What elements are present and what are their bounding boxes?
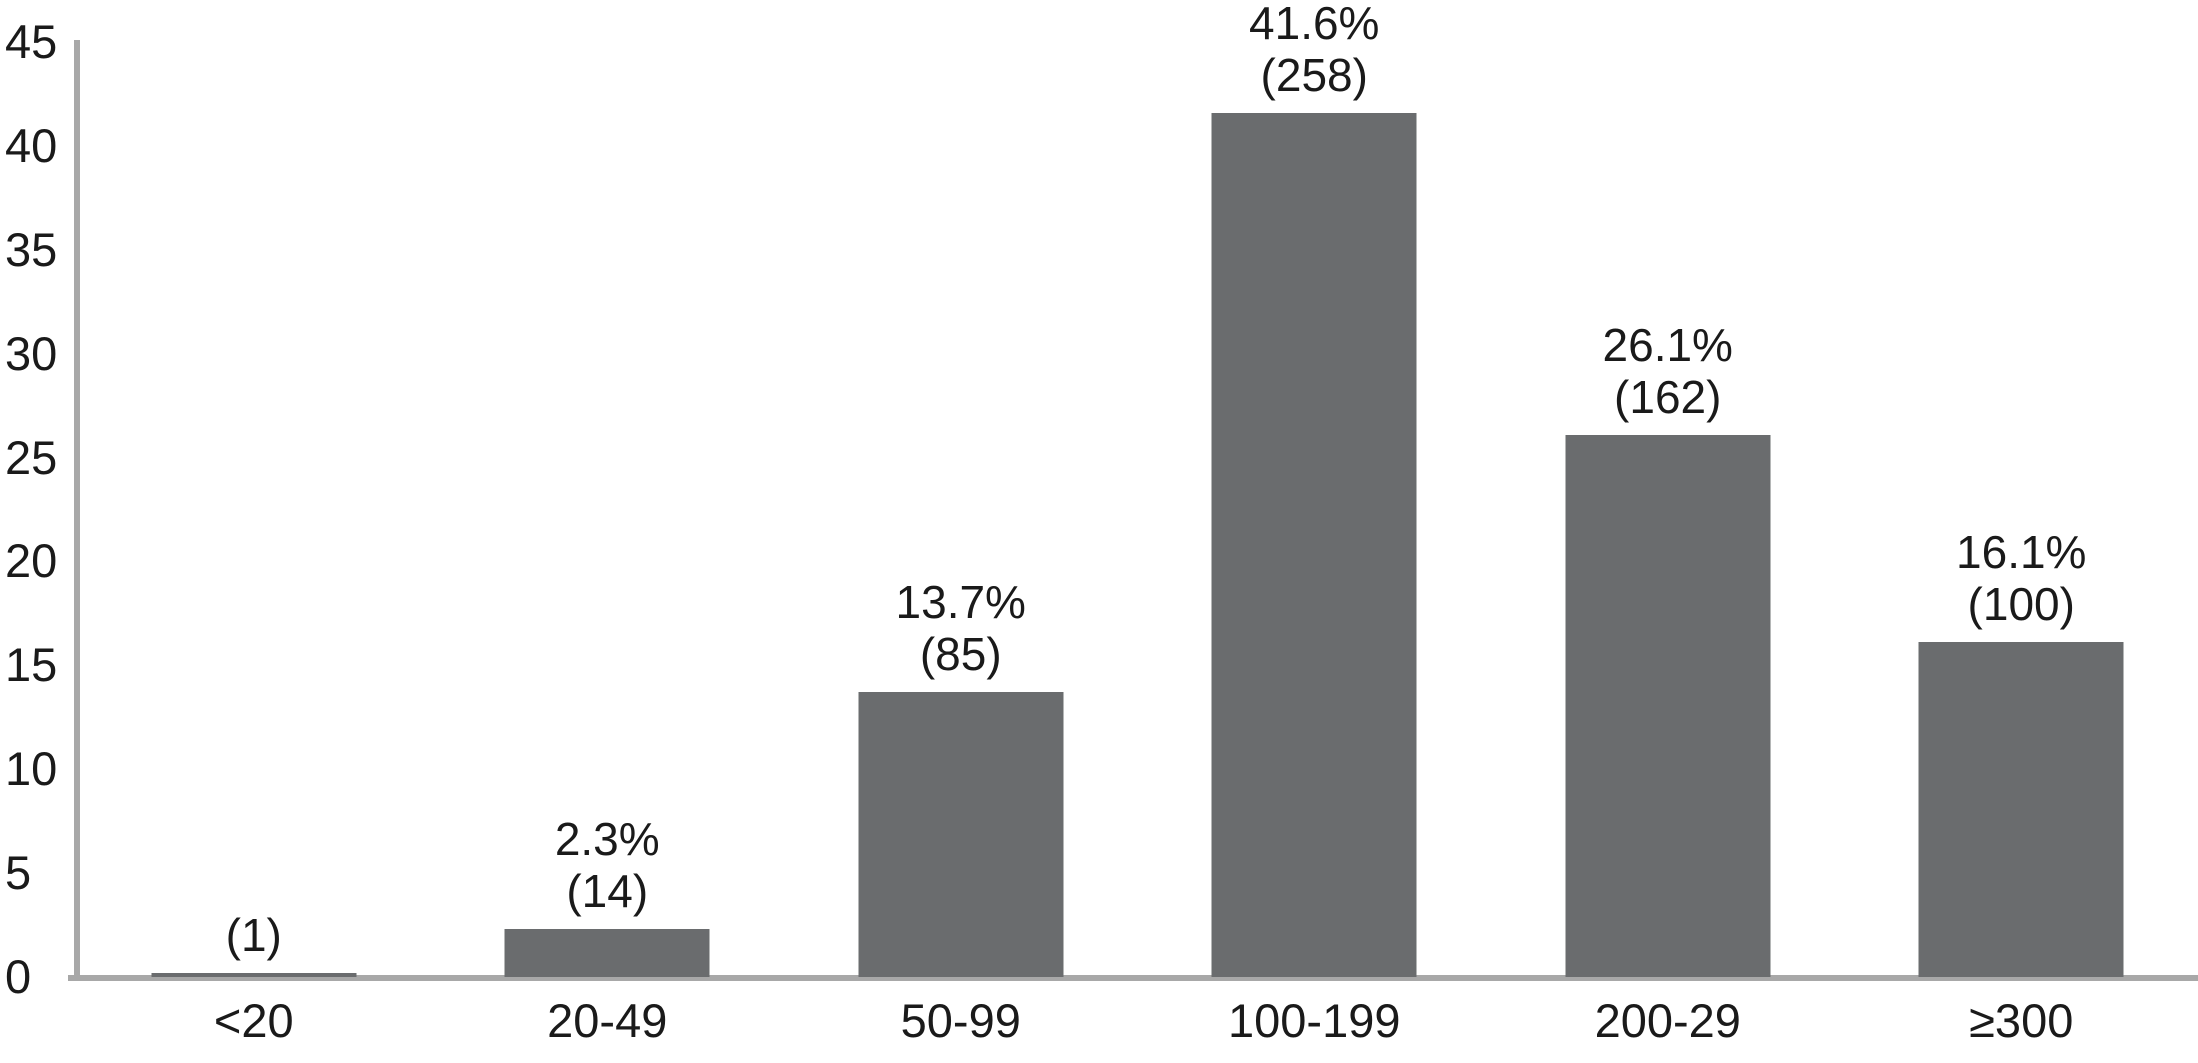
- x-tick-label: 100-199: [1228, 994, 1401, 1047]
- bar-value-label: 16.1% (100): [1956, 526, 2086, 630]
- bar-count-label: (258): [1260, 48, 1368, 101]
- bar-value-label: (1): [226, 909, 282, 961]
- bar-group: 26.1% (162): [1491, 42, 1845, 977]
- y-axis-line: [74, 40, 80, 981]
- bar: [1211, 112, 1417, 977]
- y-tick-label: 30: [5, 326, 58, 380]
- y-tick-label: 45: [5, 15, 58, 68]
- bar-pct-label: 26.1%: [1602, 318, 1733, 371]
- y-tick-label: 20: [5, 534, 58, 588]
- x-axis-line: [68, 975, 2198, 981]
- bar-value-label: 41.6% (258): [1249, 0, 1379, 101]
- bar-pct-label: 13.7%: [895, 576, 1026, 629]
- x-tick-label: 20-49: [547, 994, 668, 1047]
- bar-count-label: (14): [566, 865, 649, 918]
- bar-group: 41.6% (258): [1138, 0, 1492, 977]
- y-tick-label: 5: [5, 846, 32, 900]
- bar-pct-label: 41.6%: [1249, 0, 1380, 49]
- bar: [858, 692, 1064, 977]
- bar-group: (1): [77, 42, 431, 977]
- x-tick-label: 200-29: [1594, 994, 1741, 1047]
- y-tick-label: 40: [5, 118, 58, 172]
- y-tick-label: 10: [5, 742, 58, 796]
- bar: [1918, 642, 2124, 977]
- x-axis-labels: <20 20-49 50-99 100-199 200-29 ≥300: [77, 995, 2198, 1047]
- y-tick-label: 0: [5, 950, 32, 1003]
- bar-value-label: 13.7% (85): [896, 576, 1026, 680]
- bars-area: (1) 2.3% (14) 13.7% (85) 41.6% (258) 26.…: [77, 0, 2198, 977]
- bar-group: 13.7% (85): [784, 42, 1138, 977]
- bar-value-label: 26.1% (162): [1603, 319, 1733, 423]
- bar-group: 2.3% (14): [431, 42, 785, 977]
- y-tick-label: 25: [5, 430, 58, 484]
- bar-count-label: (1): [225, 908, 282, 961]
- bar-count-label: (162): [1614, 370, 1722, 423]
- bar-group: 16.1% (100): [1845, 42, 2198, 977]
- bar-count-label: (85): [919, 628, 1002, 681]
- x-tick-label: <20: [213, 994, 294, 1047]
- x-tick-label: ≥300: [1969, 994, 2074, 1047]
- bar-value-label: 2.3% (14): [555, 813, 660, 917]
- x-tick-label: 50-99: [900, 994, 1021, 1047]
- bar: [1565, 434, 1771, 977]
- bar-pct-label: 16.1%: [1956, 526, 2087, 579]
- bar: [504, 929, 710, 977]
- bar-pct-label: 2.3%: [554, 813, 660, 866]
- bar-count-label: (100): [1967, 578, 2075, 631]
- y-tick-label: 35: [5, 222, 58, 276]
- y-tick-label: 15: [5, 638, 58, 692]
- bar: [151, 972, 357, 977]
